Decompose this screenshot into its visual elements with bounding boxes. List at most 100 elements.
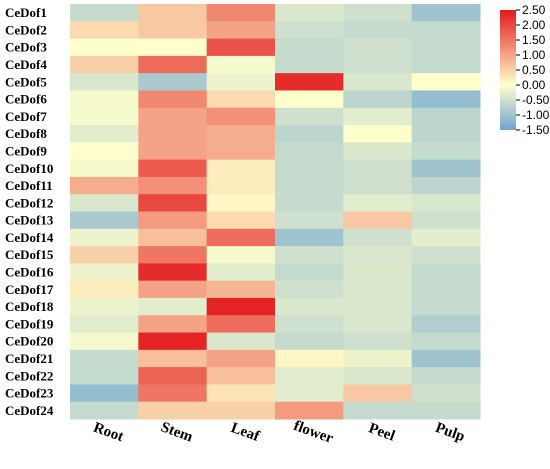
heatmap-cell-CeDof11-Root — [70, 176, 139, 195]
heatmap-cell-CeDof23-flower — [275, 384, 344, 403]
heatmap-cell-CeDof23-Pulp — [411, 384, 481, 403]
heatmap-cell-CeDof23-Leaf — [206, 384, 276, 403]
heatmap-cell-CeDof24-Root — [70, 401, 139, 420]
row-label: CeDof12 — [5, 195, 53, 210]
heatmap-cell-CeDof24-Leaf — [206, 401, 276, 420]
heatmap-cell-CeDof9-Pulp — [411, 142, 481, 161]
heatmap-cell-CeDof22-Root — [70, 367, 139, 385]
heatmap-cell-CeDof24-Pulp — [411, 401, 481, 420]
column-label: Stem — [159, 419, 195, 445]
colorbar-tick-label: 2.00 — [522, 18, 546, 32]
heatmap-cell-CeDof14-flower — [275, 228, 344, 247]
heatmap-cell-CeDof18-Pulp — [411, 297, 481, 316]
heatmap-cell-CeDof12-Root — [70, 194, 139, 212]
heatmap-cell-CeDof15-Pulp — [411, 246, 481, 264]
heatmap-cell-CeDof22-Pulp — [411, 367, 481, 385]
colorbar-gradient — [500, 10, 516, 130]
heatmap-cell-CeDof4-flower — [275, 55, 344, 74]
heatmap-cell-CeDof8-Pulp — [411, 125, 481, 143]
column-label: flower — [291, 418, 335, 447]
heatmap-cell-CeDof23-Peel — [343, 384, 413, 403]
heatmap-cell-CeDof20-Peel — [343, 332, 413, 351]
heatmap-cell-CeDof1-Stem — [138, 4, 208, 22]
heatmap-cell-CeDof2-Stem — [138, 21, 208, 40]
heatmap-cell-CeDof19-Root — [70, 315, 139, 334]
heatmap-cell-CeDof15-Root — [70, 246, 139, 264]
heatmap-cells — [70, 4, 481, 420]
heatmap-cell-CeDof19-flower — [275, 315, 344, 334]
heatmap-cell-CeDof16-Peel — [343, 263, 413, 282]
heatmap-cell-CeDof11-flower — [275, 176, 344, 195]
heatmap-cell-CeDof18-Root — [70, 297, 139, 316]
heatmap-cell-CeDof19-Peel — [343, 315, 413, 334]
heatmap-cell-CeDof6-Stem — [138, 90, 208, 109]
heatmap-cell-CeDof16-Leaf — [206, 263, 276, 282]
colorbar-tick-label: -1.50 — [522, 123, 550, 137]
heatmap-cell-CeDof2-Root — [70, 21, 139, 40]
row-label: CeDof4 — [5, 57, 47, 72]
heatmap-cell-CeDof23-Stem — [138, 384, 208, 403]
heatmap-cell-CeDof20-Stem — [138, 332, 208, 351]
column-label: Peel — [366, 420, 397, 444]
heatmap-cell-CeDof9-Leaf — [206, 142, 276, 161]
row-label: CeDof1 — [5, 5, 47, 20]
heatmap-cell-CeDof7-Peel — [343, 107, 413, 126]
heatmap-cell-CeDof13-Pulp — [411, 211, 481, 230]
heatmap-cell-CeDof9-Root — [70, 142, 139, 161]
row-label: CeDof18 — [5, 299, 54, 314]
heatmap-cell-CeDof24-flower — [275, 401, 344, 420]
heatmap-cell-CeDof21-Root — [70, 349, 139, 368]
heatmap-cell-CeDof3-Leaf — [206, 38, 276, 57]
colorbar-tick-label: 2.50 — [522, 3, 546, 17]
heatmap-cell-CeDof6-Root — [70, 90, 139, 109]
heatmap-cell-CeDof22-flower — [275, 367, 344, 385]
heatmap-cell-CeDof24-Peel — [343, 401, 413, 420]
heatmap-cell-CeDof1-flower — [275, 4, 344, 22]
heatmap-cell-CeDof14-Leaf — [206, 228, 276, 247]
heatmap-cell-CeDof7-Stem — [138, 107, 208, 126]
row-label: CeDof5 — [5, 74, 47, 89]
heatmap-cell-CeDof16-Pulp — [411, 263, 481, 282]
row-label: CeDof19 — [5, 316, 54, 331]
heatmap-cell-CeDof10-Stem — [138, 159, 208, 178]
heatmap-cell-CeDof10-Leaf — [206, 159, 276, 178]
heatmap-cell-CeDof4-Root — [70, 55, 139, 74]
heatmap-cell-CeDof5-Pulp — [411, 73, 481, 91]
heatmap-cell-CeDof13-Root — [70, 211, 139, 230]
heatmap-cell-CeDof8-Stem — [138, 125, 208, 143]
heatmap-cell-CeDof5-Root — [70, 73, 139, 91]
heatmap-cell-CeDof18-Peel — [343, 297, 413, 316]
heatmap-cell-CeDof20-Leaf — [206, 332, 276, 351]
heatmap-cell-CeDof1-Pulp — [411, 4, 481, 22]
heatmap-cell-CeDof11-Peel — [343, 176, 413, 195]
row-labels: CeDof1 CeDof2 CeDof3 CeDof4 CeDof5 CeDof6 CeDo… — [5, 5, 54, 418]
heatmap-cell-CeDof22-Leaf — [206, 367, 276, 385]
colorbar-tick-label: 0.00 — [522, 78, 546, 92]
heatmap-cell-CeDof19-Leaf — [206, 315, 276, 334]
heatmap-cell-CeDof14-Peel — [343, 228, 413, 247]
heatmap-cell-CeDof4-Peel — [343, 55, 413, 74]
heatmap-cell-CeDof6-Peel — [343, 90, 413, 109]
heatmap-cell-CeDof7-flower — [275, 107, 344, 126]
heatmap-cell-CeDof3-Pulp — [411, 38, 481, 57]
heatmap-cell-CeDof5-Stem — [138, 73, 208, 91]
heatmap-cell-CeDof2-flower — [275, 21, 344, 40]
heatmap-cell-CeDof18-flower — [275, 297, 344, 316]
row-label: CeDof21 — [5, 351, 53, 366]
heatmap-cell-CeDof14-Stem — [138, 228, 208, 247]
colorbar-tick-label: -0.50 — [522, 93, 550, 107]
heatmap-cell-CeDof5-flower — [275, 73, 344, 91]
heatmap-cell-CeDof15-Peel — [343, 246, 413, 264]
heatmap-cell-CeDof4-Stem — [138, 55, 208, 74]
heatmap-cell-CeDof8-Peel — [343, 125, 413, 143]
heatmap-cell-CeDof22-Peel — [343, 367, 413, 385]
row-label: CeDof24 — [5, 403, 54, 418]
heatmap-cell-CeDof11-Pulp — [411, 176, 481, 195]
heatmap-cell-CeDof17-Peel — [343, 280, 413, 299]
heatmap-cell-CeDof3-Peel — [343, 38, 413, 57]
heatmap-cell-CeDof10-Peel — [343, 159, 413, 178]
heatmap-cell-CeDof3-flower — [275, 38, 344, 57]
heatmap-cell-CeDof15-Leaf — [206, 246, 276, 264]
row-label: CeDof3 — [5, 40, 47, 55]
